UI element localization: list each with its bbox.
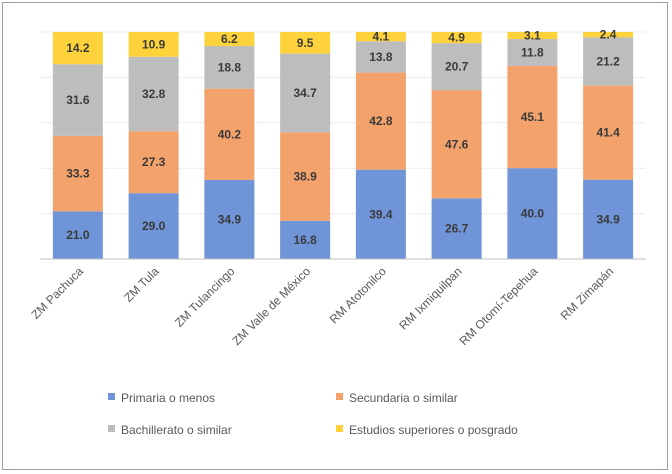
chart-frame — [2, 2, 668, 470]
bar-segment — [204, 32, 255, 47]
data-label: 29.0 — [142, 219, 166, 233]
data-label: 27.3 — [142, 155, 166, 169]
bar-segment — [52, 64, 103, 136]
bar-segment — [204, 46, 255, 89]
bar-segment — [507, 168, 558, 259]
category-label: RM Atotonilco — [327, 264, 389, 326]
data-label: 4.9 — [448, 31, 465, 45]
data-label: 45.1 — [521, 110, 545, 124]
legend-label: Bachillerato o similar — [121, 423, 232, 437]
data-label: 4.1 — [373, 30, 390, 44]
data-label: 14.2 — [66, 41, 90, 55]
bar-segment — [355, 169, 406, 259]
bar-segment — [355, 72, 406, 170]
bar-segment — [280, 53, 331, 133]
data-label: 21.2 — [596, 55, 620, 69]
data-label: 18.8 — [218, 60, 242, 74]
bar-segment — [204, 88, 255, 180]
bar-segment — [507, 32, 558, 40]
bar-segment — [431, 90, 482, 199]
data-label: 6.2 — [221, 32, 238, 46]
data-label: 16.8 — [293, 233, 317, 247]
data-label: 11.8 — [521, 45, 544, 59]
bar-segment — [355, 32, 406, 42]
category-label: RM Zimapán — [558, 264, 616, 322]
bar-segment — [507, 65, 558, 169]
bar-segment — [128, 131, 179, 194]
category-label: ZM Tula — [121, 264, 162, 305]
data-label: 32.8 — [142, 87, 166, 101]
data-label: 34.7 — [293, 86, 317, 100]
data-label: 10.9 — [142, 37, 166, 51]
data-label: 2.4 — [600, 28, 617, 42]
data-label: 40.2 — [218, 127, 242, 141]
category-label: ZM Tulancingo — [172, 264, 238, 330]
data-label: 47.6 — [445, 137, 469, 151]
bar-segment — [204, 179, 255, 259]
data-label: 38.9 — [293, 170, 317, 184]
data-label: 40.0 — [521, 207, 545, 221]
bar-segment — [583, 32, 634, 38]
category-label: ZM Valle de México — [229, 264, 313, 348]
data-label: 41.4 — [596, 126, 620, 140]
data-label: 13.8 — [369, 50, 393, 64]
category-label: RM Otomí-Tepehua — [457, 264, 541, 348]
data-label: 26.7 — [445, 222, 469, 236]
bar-segment — [52, 135, 103, 212]
data-label: 20.7 — [445, 60, 469, 74]
data-label: 42.8 — [369, 114, 393, 128]
bar-segment — [280, 132, 331, 221]
data-label: 9.5 — [297, 36, 314, 50]
bar-segment — [52, 211, 103, 259]
bar-segment — [280, 220, 331, 259]
legend-swatch — [336, 425, 343, 432]
category-label: RM Ixmiquilpan — [396, 264, 464, 332]
bar-segment — [583, 37, 634, 86]
data-label: 34.9 — [218, 212, 242, 226]
data-label: 39.4 — [369, 207, 393, 221]
bar-segment — [431, 198, 482, 259]
bar-segment — [128, 193, 179, 259]
legend-label: Secundaria o similar — [349, 391, 458, 405]
bar-segment — [52, 32, 103, 65]
data-label: 3.1 — [524, 29, 541, 43]
data-label: 21.0 — [66, 228, 90, 242]
legend-swatch — [336, 393, 343, 400]
legend-label: Estudios superiores o posgrado — [349, 423, 518, 437]
bar-segment — [431, 43, 482, 91]
bar-segment — [583, 179, 634, 259]
bar-segment — [507, 39, 558, 66]
legend-swatch — [108, 393, 115, 400]
bar-segment — [355, 41, 406, 73]
data-label: 34.9 — [596, 212, 620, 226]
bar-segment — [128, 32, 179, 57]
bar-segment — [280, 32, 331, 54]
data-label: 33.3 — [66, 167, 90, 181]
category-label: ZM Pachuca — [28, 264, 86, 322]
data-label: 31.6 — [66, 93, 90, 107]
bar-segment — [431, 32, 482, 44]
legend-label: Primaria o menos — [121, 391, 215, 405]
bar-segment — [583, 85, 634, 180]
bar-segment — [128, 56, 179, 132]
legend-swatch — [108, 425, 115, 432]
